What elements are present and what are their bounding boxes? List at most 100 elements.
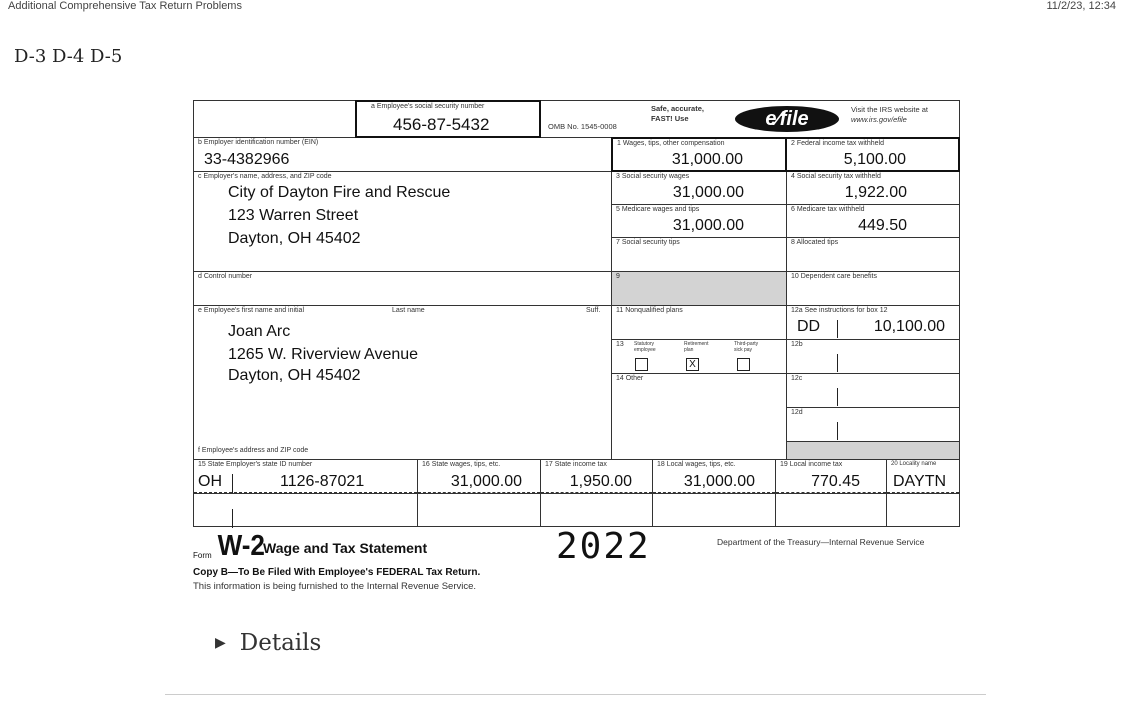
label: 12d	[791, 409, 803, 416]
employer-name: City of Dayton Fire and Rescue	[228, 184, 451, 201]
value: 31,000.00	[683, 473, 755, 490]
box-5: 5 Medicare wages and tips 31,000.00	[611, 204, 787, 238]
w2-form: a Employee's social security number 456-…	[193, 100, 960, 528]
form-year: 2022	[556, 526, 651, 567]
fast-text: FAST! Use	[651, 114, 689, 123]
box-10: 10 Dependent care benefits	[786, 271, 960, 306]
box-19: 19 Local income tax 770.45	[775, 459, 887, 494]
employee-city: Dayton, OH 45402	[228, 367, 361, 384]
triangle-right-icon: ▶	[215, 635, 226, 651]
safe-text: Safe, accurate,	[651, 104, 704, 113]
label: e Employee's first name and initial	[198, 307, 304, 314]
box-18: 18 Local wages, tips, etc. 31,000.00	[652, 459, 776, 494]
label: 14 Other	[616, 375, 644, 382]
employer-city: Dayton, OH 45402	[228, 230, 361, 247]
label-last: Last name	[392, 307, 425, 314]
label: 16 State wages, tips, etc.	[422, 461, 501, 468]
box-16-row2	[417, 493, 541, 527]
form-title: Wage and Tax Statement	[263, 540, 428, 556]
label: a Employee's social security number	[371, 103, 485, 110]
label: 17 State income tax	[545, 461, 607, 468]
label: 18 Local wages, tips, etc.	[657, 461, 736, 468]
box-12d: 12d	[786, 407, 960, 442]
ein-value: 33-4382966	[204, 151, 290, 168]
timestamp: 11/2/23, 12:34	[1046, 0, 1116, 12]
code: DD	[797, 318, 821, 335]
employer-street: 123 Warren Street	[228, 207, 359, 224]
label: 5 Medicare wages and tips	[616, 206, 700, 213]
box-12a: 12a See instructions for box 12 DD 10,100.…	[786, 305, 960, 340]
box-8: 8 Allocated tips	[786, 237, 960, 272]
efile-logo: e⁄file	[735, 106, 839, 132]
box-6: 6 Medicare tax withheld 449.50	[786, 204, 960, 238]
box-2: 2 Federal income tax withheld 5,100.00	[785, 137, 960, 172]
ssn-value: 456-87-5432	[393, 115, 490, 134]
box-17: 17 State income tax 1,950.00	[540, 459, 653, 494]
box-4: 4 Social security tax withheld 1,922.00	[786, 171, 960, 205]
box-15: 15 State Employer's state ID number OH 112…	[193, 459, 418, 494]
label: 1 Wages, tips, other compensation	[617, 140, 725, 147]
details-toggle[interactable]: ▶ Details	[215, 630, 321, 656]
info-text: This information is being furnished to t…	[193, 581, 477, 592]
box-18-row2	[652, 493, 776, 527]
label: 9	[616, 273, 620, 280]
label-suff: Suff.	[586, 307, 601, 314]
label: 10 Dependent care benefits	[791, 273, 878, 280]
value: 31,000.00	[450, 473, 522, 490]
omb-number: OMB No. 1545-0008	[548, 122, 617, 131]
value: 31,000.00	[672, 184, 744, 201]
form-name: W-2	[217, 530, 265, 562]
box-c-employer: c Employer's name, address, and ZIP code…	[193, 171, 612, 272]
visit-text: Visit the IRS website at	[851, 105, 928, 114]
label: 12a See instructions for box 12	[791, 307, 888, 314]
box-d-control: d Control number	[193, 271, 612, 306]
state: OH	[198, 473, 222, 490]
label: c Employer's name, address, and ZIP code	[198, 173, 332, 180]
box-7: 7 Social security tips	[611, 237, 787, 272]
department: Department of the Treasury—Internal Reve…	[717, 537, 925, 547]
label: 3 Social security wages	[616, 173, 690, 180]
box-b-ein: b Employer identification number (EIN) 3…	[193, 137, 612, 172]
label: 12b	[791, 341, 803, 348]
box-14: 14 Other	[611, 373, 787, 460]
box-1: 1 Wages, tips, other compensation 31,000.…	[611, 137, 787, 172]
box-12c: 12c	[786, 373, 960, 408]
state-id: 1126-87021	[280, 473, 365, 490]
box-19-row2	[775, 493, 887, 527]
box-3: 3 Social security wages 31,000.00	[611, 171, 787, 205]
employee-name: Joan Arc	[228, 323, 291, 340]
form-word: Form	[193, 551, 212, 560]
label-thirdparty: Third-party sick pay	[734, 341, 759, 353]
retirement-checkbox[interactable]: X	[686, 358, 699, 371]
box-13: 13 Statutory employee Retirement plan Th…	[611, 339, 787, 374]
box-12-shaded	[786, 441, 960, 460]
label-retirement: Retirement plan	[684, 341, 709, 353]
box-11: 11 Nonqualified plans	[611, 305, 787, 340]
label: 2 Federal income tax withheld	[791, 140, 884, 147]
box-20-row2	[886, 493, 960, 527]
box-a-ssn: a Employee's social security number 456-…	[355, 100, 541, 138]
box-15-row2	[193, 493, 418, 528]
label: 7 Social security tips	[616, 239, 680, 246]
divider	[165, 694, 986, 695]
label: b Employer identification number (EIN)	[198, 139, 319, 146]
document-title: Additional Comprehensive Tax Return Prob…	[8, 0, 242, 12]
value: 1,922.00	[844, 184, 907, 201]
value: 31,000.00	[671, 151, 743, 168]
label-f: f Employee's address and ZIP code	[198, 447, 309, 454]
box-16: 16 State wages, tips, etc. 31,000.00	[417, 459, 541, 494]
box-17-row2	[540, 493, 653, 527]
statutory-checkbox[interactable]	[635, 358, 648, 371]
thirdparty-checkbox[interactable]	[737, 358, 750, 371]
label: 12c	[791, 375, 803, 382]
label: d Control number	[198, 273, 253, 280]
label: 19 Local income tax	[780, 461, 843, 468]
label: 11 Nonqualified plans	[616, 307, 683, 314]
breadcrumb: D-3 D-4 D-5	[14, 46, 123, 67]
value: 1,950.00	[569, 473, 632, 490]
box-20: 20 Locality name DAYTN	[886, 459, 960, 494]
label: 15 State Employer's state ID number	[198, 461, 313, 468]
copy-b: Copy B—To Be Filed With Employee's FEDER…	[193, 567, 481, 578]
box-9: 9	[611, 271, 787, 306]
employee-street: 1265 W. Riverview Avenue	[228, 346, 419, 363]
